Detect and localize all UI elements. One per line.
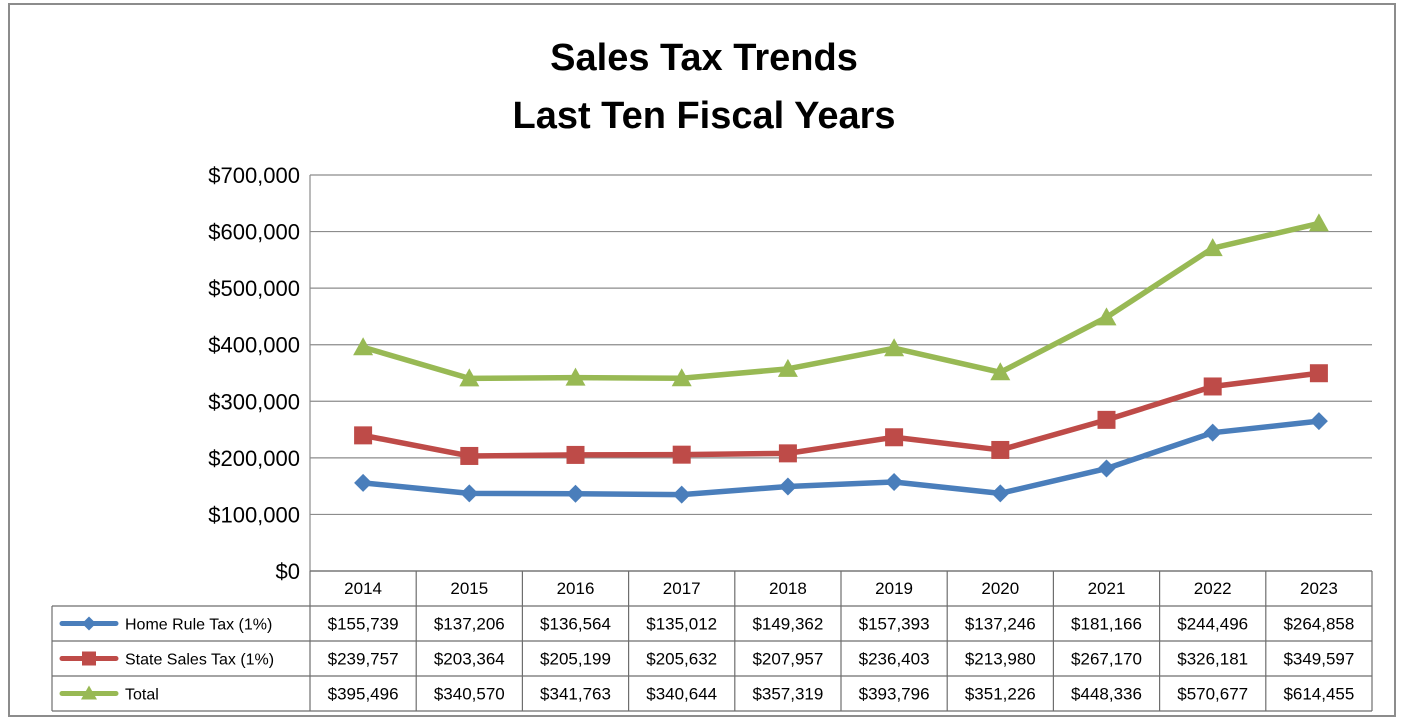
data-point [1203, 377, 1222, 396]
category-label: 2016 [557, 579, 595, 598]
data-point [1097, 410, 1116, 429]
data-point [672, 445, 691, 464]
data-cell: $207,957 [752, 650, 823, 669]
series-line [360, 370, 1322, 459]
y-tick-label: $400,000 [208, 333, 300, 358]
data-cell: $149,362 [752, 615, 823, 634]
data-cell: $393,796 [859, 685, 930, 704]
data-point [1309, 364, 1328, 383]
data-cell: $357,319 [752, 685, 823, 704]
data-point [778, 444, 797, 463]
data-point [990, 362, 1011, 381]
data-point [354, 426, 373, 445]
data-point [671, 368, 692, 387]
legend-label: State Sales Tax (1%) [125, 652, 274, 669]
data-point [778, 477, 797, 496]
data-point [885, 428, 904, 447]
data-point [991, 484, 1010, 503]
data-cell: $135,012 [646, 615, 717, 634]
data-point [1308, 213, 1329, 232]
category-label: 2017 [663, 579, 701, 598]
data-cell: $157,393 [859, 615, 930, 634]
data-point [1096, 307, 1117, 326]
data-cell: $341,763 [540, 685, 611, 704]
y-tick-label: $100,000 [208, 502, 300, 527]
chart-title-line-1: Sales Tax Trends [550, 37, 858, 79]
category-label: 2021 [1088, 579, 1126, 598]
y-tick-label: $500,000 [208, 276, 300, 301]
data-point [672, 485, 691, 504]
data-cell: $340,644 [646, 685, 717, 704]
y-axis: $0 $100,000 $200,000 $300,000 $400,000 $500,0… [208, 163, 311, 584]
y-tick-label: $300,000 [208, 389, 300, 414]
data-cell: $264,858 [1283, 615, 1354, 634]
data-cell: $340,570 [434, 685, 505, 704]
data-point [459, 368, 480, 387]
category-label: 2019 [875, 579, 913, 598]
category-label: 2018 [769, 579, 807, 598]
chart-title: Sales Tax Trends Last Ten Fiscal Years [512, 37, 895, 137]
data-cell: $236,403 [859, 650, 930, 669]
data-point [1309, 412, 1328, 431]
data-cell: $137,206 [434, 615, 505, 634]
data-cell: $181,166 [1071, 615, 1142, 634]
data-cell: $205,632 [646, 650, 717, 669]
plot-area [353, 213, 1329, 504]
data-point [1097, 459, 1116, 478]
data-cell: $203,364 [434, 650, 505, 669]
series-line [360, 220, 1322, 382]
data-point [353, 337, 374, 356]
legend-key-marker [81, 685, 97, 700]
data-point [1203, 423, 1222, 442]
data-cell: $239,757 [328, 650, 399, 669]
data-point [991, 440, 1010, 459]
data-point [884, 338, 905, 357]
data-point [354, 473, 373, 492]
data-cell: $349,597 [1283, 650, 1354, 669]
data-point [885, 472, 904, 491]
chart-title-line-2: Last Ten Fiscal Years [512, 95, 895, 137]
data-cell: $326,181 [1177, 650, 1248, 669]
y-tick-label: $600,000 [208, 220, 300, 245]
data-cell: $395,496 [328, 685, 399, 704]
category-label: 2015 [450, 579, 488, 598]
data-cell: $267,170 [1071, 650, 1142, 669]
legend-key-marker [82, 651, 96, 666]
chart-frame [8, 3, 1396, 717]
data-cell: $137,246 [965, 615, 1036, 634]
data-cell: $213,980 [965, 650, 1036, 669]
data-point [566, 484, 585, 503]
category-label: 2023 [1300, 579, 1338, 598]
series-line [360, 418, 1322, 498]
category-label: 2022 [1194, 579, 1232, 598]
y-tick-label: $0 [276, 559, 300, 584]
data-cell: $136,564 [540, 615, 611, 634]
y-tick-label: $700,000 [208, 163, 300, 188]
data-point [566, 445, 585, 464]
data-cell: $570,677 [1177, 685, 1248, 704]
category-label: 2014 [344, 579, 382, 598]
legend-key-marker [82, 616, 96, 631]
legend-label: Home Rule Tax (1%) [125, 617, 272, 634]
data-point [460, 446, 479, 465]
legend-label: Total [125, 687, 159, 704]
data-point [1202, 238, 1223, 257]
data-point [565, 367, 586, 386]
category-label: 2020 [981, 579, 1019, 598]
data-point [777, 358, 798, 377]
data-cell: $448,336 [1071, 685, 1142, 704]
data-table: 2014 2015 2016 2017 2018 2019 2020 2021 2022 2023… [51, 570, 1373, 712]
y-tick-label: $200,000 [208, 446, 300, 471]
data-cell: $614,455 [1283, 685, 1354, 704]
data-point [460, 484, 479, 503]
data-cell: $155,739 [328, 615, 399, 634]
data-cell: $205,199 [540, 650, 611, 669]
data-cell: $351,226 [965, 685, 1036, 704]
data-cell: $244,496 [1177, 615, 1248, 634]
